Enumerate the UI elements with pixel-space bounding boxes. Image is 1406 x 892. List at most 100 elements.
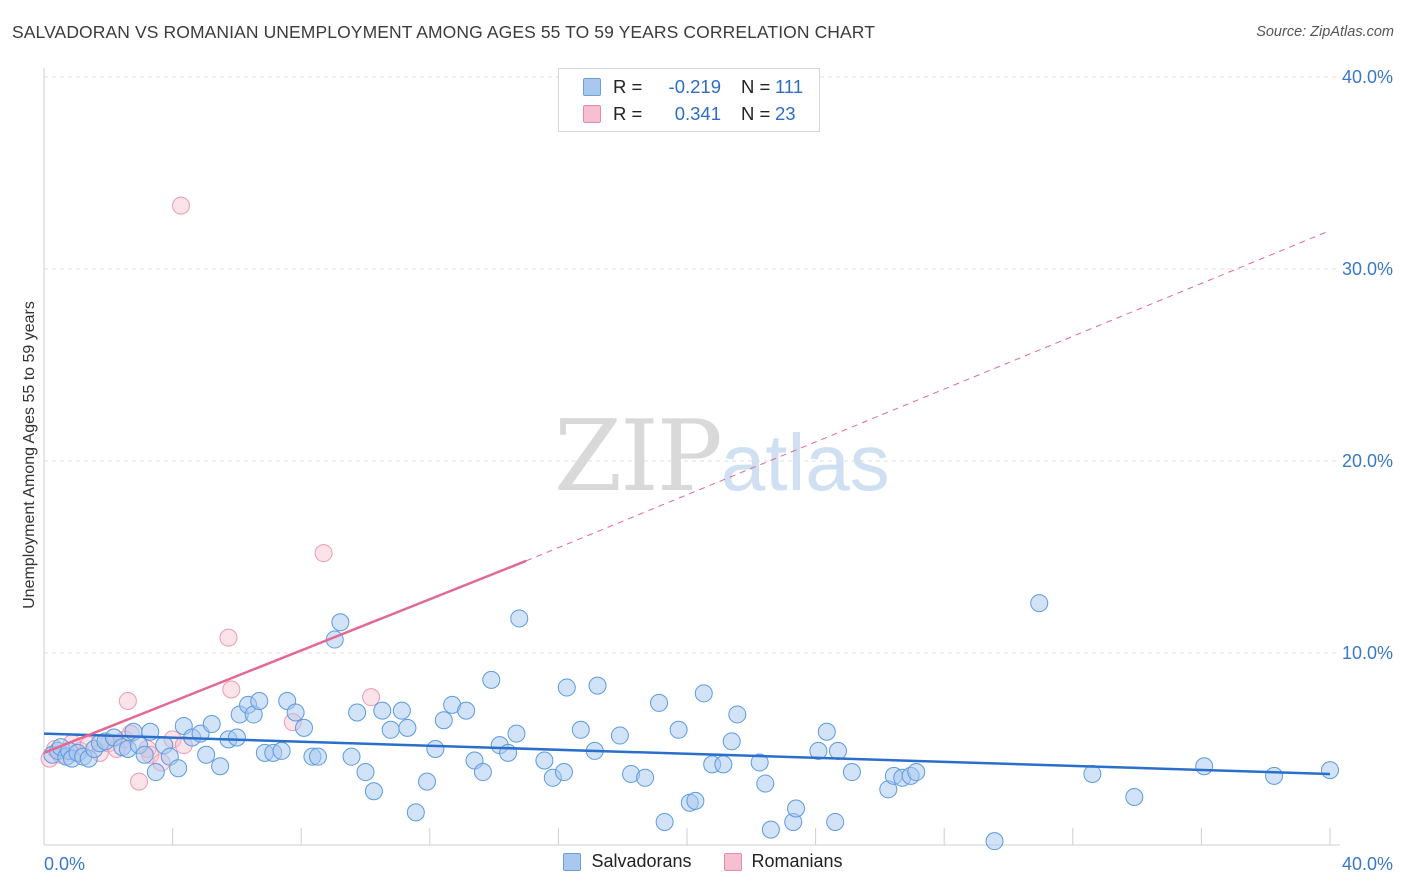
legend-r-value: 0.341 [674,103,721,124]
salvadoran-point [809,741,828,760]
salvadoran-point [308,747,327,766]
salvadoran-point [197,745,216,764]
salvadoran-point [636,768,655,787]
salvadoran-point [373,701,392,720]
salvadoran-point [1125,788,1144,806]
salvadoran-point [756,774,775,793]
y-tick-label: 30.0% [1342,259,1393,279]
salvadoran-point [227,728,246,747]
legend-n-value: 23 [775,103,796,124]
salvadoran-point [202,715,221,734]
salvadoran-point [826,812,845,831]
salvadoran-point [482,670,501,689]
salvadoran-point [331,613,350,632]
legend-label-romanians: Romanians [751,851,843,871]
salvadoran-point [510,609,529,628]
salvadoran-point [1083,764,1102,783]
salvadoran-point [135,745,154,764]
salvadoran-point [686,791,705,810]
salvadoran-point [381,720,400,739]
salvadoran-point [655,812,674,831]
romanian-point [222,680,241,699]
salvadoran-point [286,703,305,722]
legend-row-romanians: R = 0.341 N = 23 [583,101,796,127]
watermark-zip: ZIP [554,400,723,514]
salvadoran-point [169,759,188,778]
romanian-point [314,544,333,563]
legend-swatch-salvadorans [563,852,582,871]
salvadoran-point [907,763,926,782]
salvadoran-point [722,732,741,751]
salvadoran-point [842,763,861,782]
romanian-trendline-extension [526,230,1331,562]
legend-row-salvadorans: R = -0.219 N = 111 [583,74,803,100]
romanian-point [171,196,190,215]
salvadoran-point [434,711,453,730]
legend-swatch-romanians [723,852,742,871]
salvadoran-point [1265,766,1284,785]
salvadoran-point [272,741,291,760]
salvadoran-point [750,753,769,772]
romanian-point [130,772,149,791]
legend-item-salvadorans[interactable]: Salvadorans [563,851,692,872]
legend-n-label: N = [741,103,771,124]
salvadoran-point [557,678,576,697]
y-tick-label: 40.0% [1342,67,1393,87]
legend-r-label: R = [613,103,643,124]
salvadoran-point [787,799,806,818]
legend-swatch-romanians [583,105,601,123]
salvadoran-point [426,740,445,758]
salvadoran-point [348,703,367,722]
salvadoran-point [588,676,607,695]
salvadoran-trendline [43,732,1331,776]
y-tick-label: 10.0% [1342,643,1393,663]
salvadoran-point [418,772,437,791]
salvadoran-point [694,684,713,703]
salvadoran-point [985,832,1004,851]
salvadoran-point [457,701,476,720]
salvadoran-point [535,751,554,770]
legend-n-label: N = [741,76,771,97]
watermark-atlas: atlas [720,418,890,507]
series-legend: Salvadorans Romanians [0,851,1406,872]
salvadoran-point [473,763,492,782]
salvadoran-point [342,747,361,766]
watermark: ZIPatlas [554,400,890,514]
salvadoran-point [356,763,375,782]
salvadoran-point [554,763,573,782]
legend-r-value: -0.219 [668,76,721,97]
salvadoran-point [828,741,847,760]
salvadoran-point [728,705,747,724]
salvadoran-point [761,820,780,839]
y-tick-label: 20.0% [1342,451,1393,471]
x-tick-label: 40.0% [1342,854,1393,874]
salvadoran-point [1321,761,1339,780]
salvadoran-point [294,718,313,737]
salvadoran-point [211,757,230,776]
salvadoran-point [714,755,733,774]
salvadoran-point [610,726,629,745]
salvadoran-point [392,701,411,720]
chart-source: Source: ZipAtlas.com [1256,24,1394,40]
x-tick-label: 0.0% [44,854,85,874]
salvadoran-point [364,782,383,801]
salvadoran-point [571,720,590,739]
romanian-point [219,628,238,647]
salvadoran-point [406,803,425,822]
legend-item-romanians[interactable]: Romanians [723,851,843,872]
chart-title: SALVADORAN VS ROMANIAN UNEMPLOYMENT AMON… [12,22,876,42]
romanian-point [118,692,137,710]
salvadoran-point [669,720,688,739]
salvadoran-point [398,718,417,737]
salvadoran-point [817,722,836,741]
romanian-point [362,688,381,707]
salvadoran-point [507,724,526,743]
legend-r-label: R = [613,76,643,97]
salvadoran-point [146,763,165,782]
salvadoran-point [1030,594,1049,613]
salvadoran-point [250,692,269,710]
romanian-trendline [43,559,527,755]
correlation-legend: R = -0.219 N = 111 R = 0.341 N = 23 [558,68,820,132]
legend-n-value: 111 [775,76,804,97]
